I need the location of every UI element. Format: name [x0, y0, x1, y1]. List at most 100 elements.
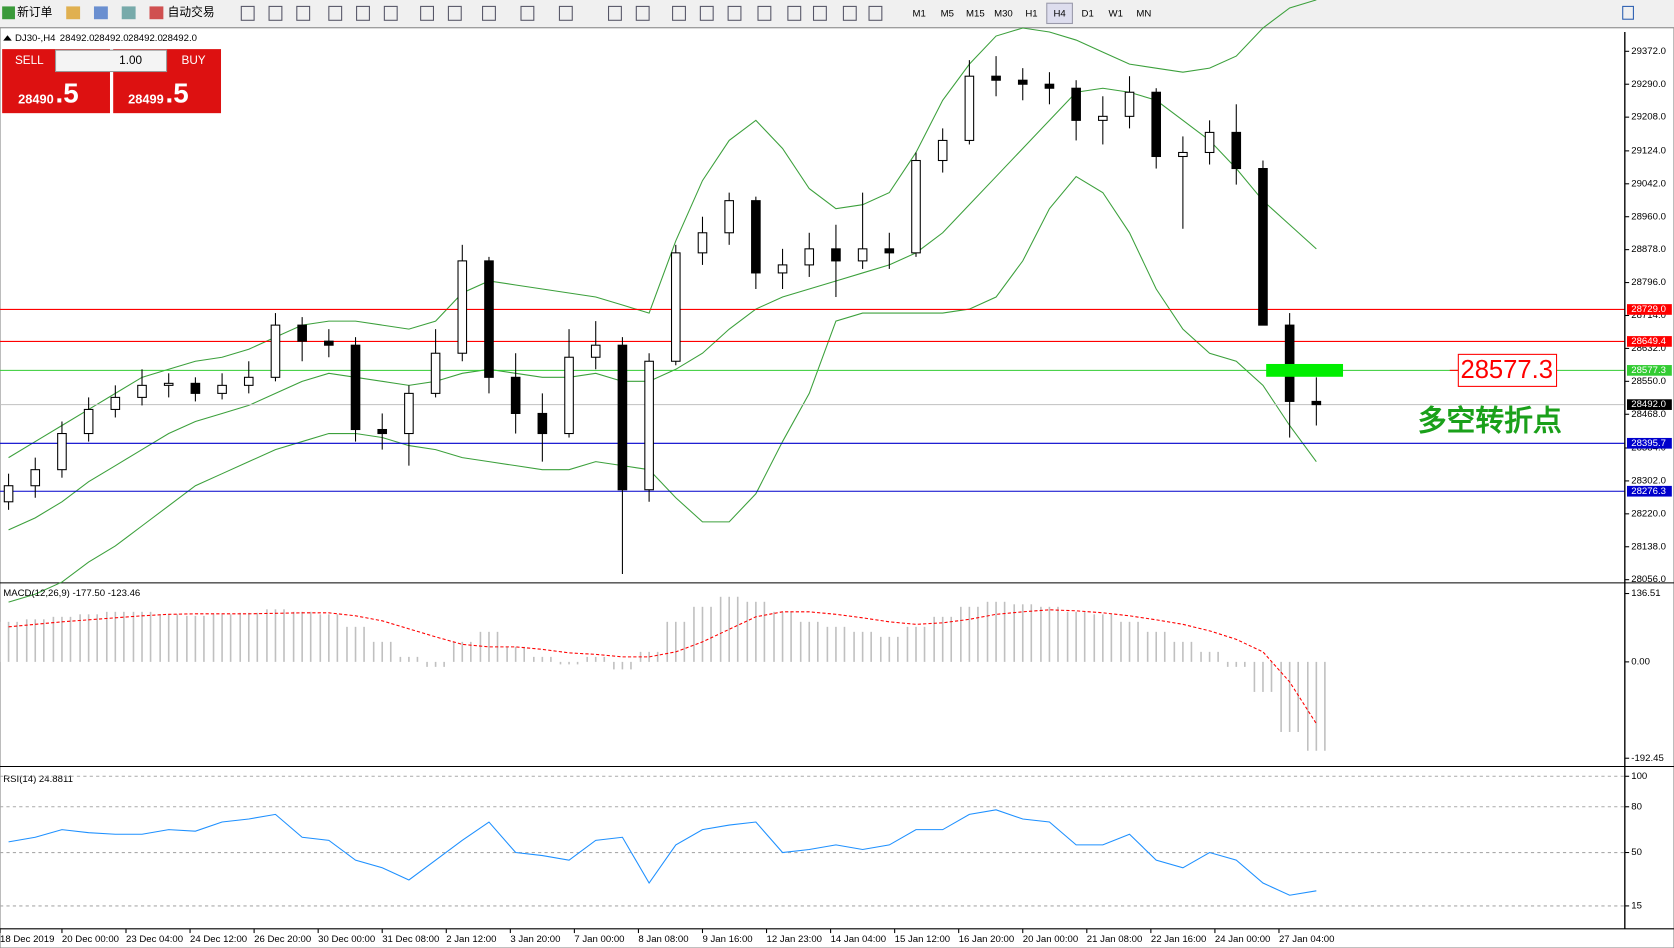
- candle-body: [1284, 324, 1295, 402]
- volume-box[interactable]: [55, 49, 168, 73]
- rsi-line: [8, 809, 1317, 896]
- candle-body: [804, 248, 815, 266]
- candle-body: [1017, 79, 1028, 85]
- tool-button[interactable]: [268, 5, 283, 21]
- time-label: 3 Jan 20:00: [510, 934, 560, 945]
- tool-button[interactable]: [520, 5, 535, 21]
- candle-body: [1071, 87, 1081, 121]
- level-label: 28577.3: [1631, 365, 1666, 376]
- timeframe[interactable]: M15: [966, 8, 985, 19]
- tool-button[interactable]: [328, 5, 343, 21]
- level-box: [1627, 485, 1672, 497]
- candle-body: [1231, 131, 1242, 170]
- timeframe[interactable]: M30: [994, 8, 1013, 19]
- candle-body: [697, 232, 708, 254]
- candle-body: [937, 139, 948, 162]
- time-label: 22 Jan 16:00: [1151, 934, 1206, 945]
- timeframe[interactable]: M1: [913, 8, 926, 19]
- bollinger-upper: [8, 0, 1317, 459]
- tool-button[interactable]: [356, 5, 370, 21]
- y-tick-label: 28302.0: [1631, 475, 1666, 486]
- new-order[interactable]: 新订单: [17, 5, 52, 19]
- timeframe[interactable]: H4: [1053, 8, 1066, 19]
- annotation: 多空转折点: [1418, 404, 1562, 437]
- tool-button[interactable]: [447, 5, 462, 21]
- search-icon[interactable]: [1622, 5, 1634, 20]
- y-tick-label: 29042.0: [1631, 178, 1666, 189]
- header-price: 28492.0: [94, 33, 129, 44]
- y-tick-label: 0.00: [1631, 656, 1650, 667]
- tool-button[interactable]: [868, 5, 883, 21]
- tool-button[interactable]: [672, 5, 686, 21]
- new-order-icon[interactable]: [2, 6, 15, 20]
- tool-button[interactable]: [608, 5, 622, 21]
- tool-icon[interactable]: [93, 6, 108, 20]
- tool-button[interactable]: [420, 5, 434, 21]
- tool-button[interactable]: [727, 5, 742, 21]
- time-label: 27 Jan 04:00: [1279, 934, 1334, 945]
- auto-trading-icon[interactable]: [149, 6, 164, 20]
- header-price: 28492.0: [162, 33, 197, 44]
- sell-label[interactable]: SELL: [15, 54, 44, 67]
- y-tick-label: 15: [1631, 900, 1642, 911]
- candle-body: [137, 384, 147, 398]
- y-tick-label: -192.45: [1631, 753, 1664, 764]
- timeframe[interactable]: M5: [941, 8, 954, 19]
- tool-button[interactable]: [383, 5, 398, 21]
- tool-button[interactable]: [812, 5, 827, 21]
- tool-button[interactable]: [482, 5, 496, 21]
- y-tick-label: 28220.0: [1631, 508, 1666, 519]
- time-label: 7 Jan 00:00: [574, 934, 624, 945]
- timeframe-active[interactable]: [1046, 2, 1073, 25]
- timeframe[interactable]: W1: [1109, 8, 1123, 19]
- candle-body: [1204, 131, 1215, 154]
- candle-body: [190, 382, 201, 394]
- tool-button[interactable]: [699, 5, 714, 21]
- tool-button[interactable]: [558, 5, 573, 21]
- y-tick-label: 28714.0: [1631, 310, 1666, 321]
- candle-body: [324, 340, 334, 346]
- time-label: 20 Jan 00:00: [1023, 934, 1078, 945]
- tool-button[interactable]: [787, 5, 802, 21]
- candle-body: [724, 200, 734, 234]
- candle-body: [991, 75, 1001, 81]
- timeframe[interactable]: D1: [1082, 8, 1094, 19]
- level-box: [1627, 336, 1672, 347]
- tool-button[interactable]: [635, 5, 650, 21]
- chart-window: [0, 27, 1674, 948]
- y-tick-label: 28960.0: [1631, 211, 1666, 222]
- volume[interactable]: 1.00: [119, 54, 142, 67]
- tool-button[interactable]: [842, 5, 857, 21]
- pivot-marker: [1266, 363, 1344, 377]
- time-label: 31 Dec 08:00: [382, 934, 439, 945]
- y-tick-label: 29124.0: [1631, 145, 1666, 156]
- timeframe[interactable]: MN: [1136, 8, 1151, 19]
- y-tick-label: 28632.0: [1631, 343, 1666, 354]
- candle-body: [831, 248, 841, 262]
- tool-icon[interactable]: [66, 6, 81, 20]
- candle-body: [857, 248, 868, 262]
- indicator-title: RSI(14) 24.8811: [3, 774, 73, 785]
- y-tick-label: 80: [1631, 801, 1642, 812]
- toolbar: [0, 0, 1674, 28]
- time-label: 23 Dec 04:00: [126, 934, 183, 945]
- y-tick-label: 29290.0: [1631, 79, 1666, 90]
- level-box: [1627, 365, 1672, 376]
- candle-body: [3, 485, 14, 503]
- tool-icon[interactable]: [121, 6, 136, 20]
- auto-trading[interactable]: 自动交易: [168, 5, 215, 19]
- tool-button[interactable]: [240, 5, 255, 21]
- candle-body: [83, 408, 94, 435]
- bid-price: 28490: [18, 92, 54, 107]
- time-label: 8 Jan 08:00: [638, 934, 688, 945]
- symbol-arrow: [3, 35, 12, 41]
- signal-line: [8, 609, 1317, 724]
- buy-label[interactable]: BUY: [182, 54, 206, 67]
- tool-button[interactable]: [296, 5, 311, 21]
- timeframe[interactable]: H1: [1025, 8, 1037, 19]
- time-label: 16 Jan 20:00: [959, 934, 1014, 945]
- candle-body: [163, 382, 174, 386]
- y-tick-label: 28468.0: [1631, 409, 1666, 420]
- tool-button[interactable]: [757, 5, 772, 21]
